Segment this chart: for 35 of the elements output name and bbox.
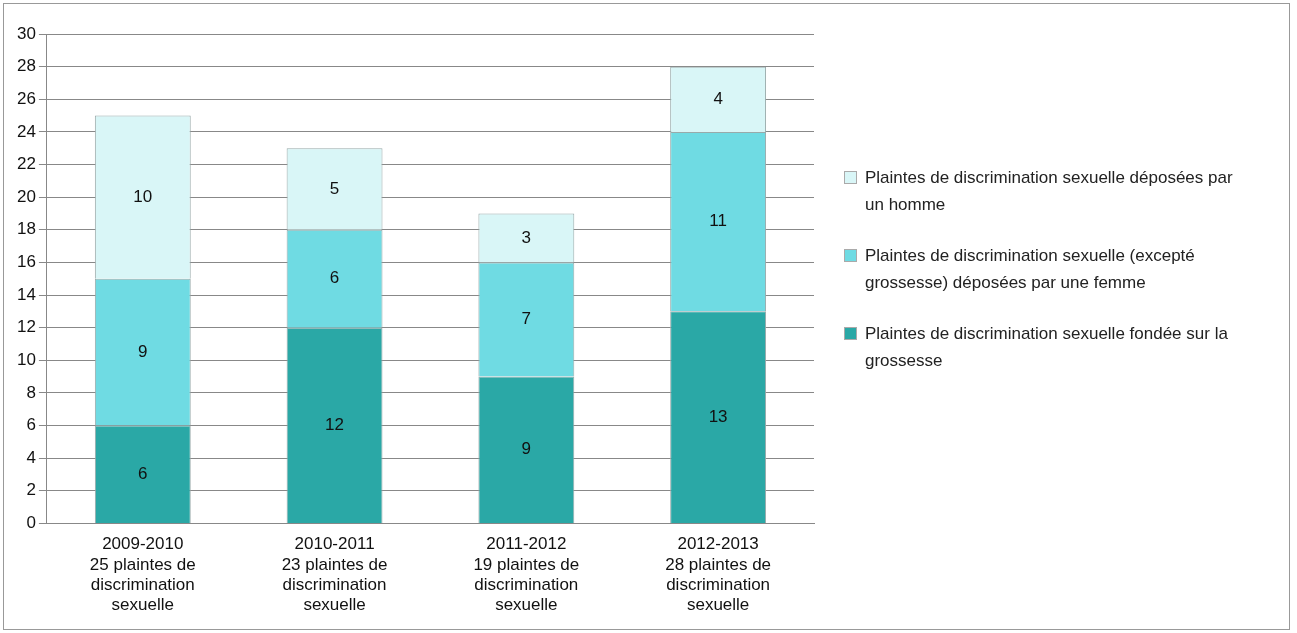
data-label: 11 (709, 211, 727, 231)
legend-label: Plaintes de discrimination sexuelle déposées par un homme (865, 167, 1234, 216)
x-tick-label: 2011-2012 19 plaintes de discrimination sexuelle (473, 534, 580, 615)
y-tick-label: 10 (16, 349, 36, 369)
data-label: 9 (138, 341, 148, 361)
y-tick-label: 22 (16, 154, 36, 174)
x-tick-label: 2012-2013 28 plaintes de discrimination sexuelle (665, 534, 772, 615)
y-tick-label: 16 (16, 252, 36, 272)
data-label: 13 (708, 406, 728, 426)
data-label: 6 (329, 268, 340, 288)
data-label: 10 (133, 186, 153, 206)
y-tick-label: 28 (16, 56, 36, 76)
y-tick-label: 8 (26, 382, 36, 402)
y-tick-label: 14 (16, 284, 36, 304)
y-tick-label: 6 (26, 415, 36, 435)
data-label: 4 (713, 88, 723, 108)
data-label: 12 (325, 414, 345, 434)
data-label: 9 (521, 439, 532, 459)
data-label: 7 (521, 309, 532, 329)
legend-label: Plaintes de discrimination sexuelle fondée sur la grossesse (865, 323, 1229, 372)
legend-label: Plaintes de discrimination sexuelle (excepté grossesse) déposées par une femme (865, 245, 1196, 294)
x-tick-label: 2009-2010 25 plaintes de discrimination sexuelle (89, 534, 196, 615)
y-tick-label: 20 (16, 186, 36, 206)
data-label: 3 (521, 227, 532, 247)
y-tick-label: 26 (16, 88, 36, 108)
y-tick-label: 12 (16, 317, 36, 337)
y-tick-label: 30 (16, 23, 36, 43)
y-tick-label: 18 (16, 219, 36, 239)
y-tick-label: 4 (26, 447, 36, 467)
data-label: 5 (329, 178, 340, 198)
y-tick-label: 24 (16, 121, 36, 141)
y-tick-label: 2 (26, 480, 36, 500)
x-tick-label: 2010-2011 23 plaintes de discrimination sexuelle (281, 534, 388, 615)
y-tick-label: 0 (26, 513, 36, 533)
data-label: 6 (138, 463, 148, 483)
